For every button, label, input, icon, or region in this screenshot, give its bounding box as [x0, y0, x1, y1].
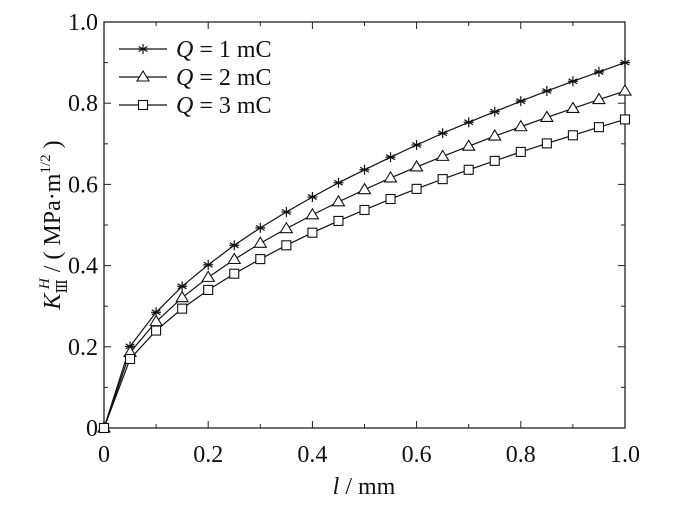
triangle-marker: [618, 83, 632, 96]
square-marker: [463, 164, 474, 175]
triangle-marker: [513, 119, 528, 132]
y-tick-label: 0.6: [68, 172, 98, 198]
x-tick-label: 0.4: [297, 442, 327, 468]
legend: Q = 1 mCQ = 2 mCQ = 3 mC: [119, 37, 272, 119]
square-marker: [593, 122, 605, 133]
y-tick-label: 0.2: [68, 335, 98, 361]
square-marker: [177, 303, 188, 314]
square-marker: [203, 284, 214, 296]
y-axis-label: KⅢH / ( MPa·m1/2 ): [37, 140, 71, 310]
triangle-marker: [539, 110, 554, 122]
x-axis-label: l / mm: [333, 474, 396, 500]
x-tick-label: 0: [98, 442, 110, 468]
square-marker: [229, 268, 240, 279]
square-marker: [489, 155, 500, 166]
legend-item: Q = 1 mC: [119, 37, 272, 63]
square-marker: [307, 227, 318, 238]
y-tick-label: 0: [86, 416, 98, 442]
legend-label: Q = 2 mC: [176, 65, 272, 91]
triangle-marker: [487, 129, 502, 141]
triangle-marker: [409, 159, 424, 172]
square-marker: [411, 183, 422, 194]
square-marker: [255, 254, 266, 265]
triangle-marker: [461, 139, 476, 151]
x-tick-label: 0.8: [506, 442, 536, 468]
series-triangle: [97, 83, 632, 433]
x-tick-label: 0.6: [402, 442, 432, 468]
square-marker: [333, 215, 344, 226]
triangle-marker: [435, 149, 450, 161]
square-marker: [385, 193, 396, 205]
legend-item: Q = 2 mC: [119, 65, 272, 91]
y-tick-label: 1.0: [68, 10, 98, 36]
triangle-marker: [227, 252, 242, 265]
triangle-marker: [201, 270, 216, 282]
square-marker: [151, 325, 162, 336]
y-tick-label: 0.4: [68, 254, 98, 280]
square-marker: [541, 138, 552, 149]
triangle-marker: [136, 69, 150, 82]
square-marker: [437, 174, 448, 185]
series-asterisk: [99, 57, 630, 433]
square-marker: [281, 240, 292, 251]
square-marker: [515, 146, 526, 157]
triangle-marker: [565, 101, 580, 114]
triangle-marker: [383, 170, 398, 183]
square-marker: [137, 99, 149, 111]
triangle-marker: [175, 290, 190, 303]
y-tick-label: 0.8: [68, 91, 98, 117]
legend-label: Q = 1 mC: [176, 37, 272, 63]
triangle-marker: [331, 194, 346, 207]
x-tick-label: 1.0: [610, 442, 640, 468]
triangle-marker: [591, 92, 606, 105]
series-square: [98, 114, 631, 434]
triangle-marker: [279, 221, 294, 234]
triangle-marker: [253, 236, 268, 248]
legend-item: Q = 3 mC: [119, 93, 272, 119]
x-tick-label: 0.2: [193, 442, 223, 468]
triangle-marker: [357, 182, 372, 195]
square-marker: [125, 353, 136, 365]
square-marker: [359, 204, 370, 216]
square-marker: [567, 130, 578, 141]
triangle-marker: [305, 207, 320, 220]
square-marker: [619, 114, 631, 125]
square-marker: [98, 422, 110, 434]
legend-label: Q = 3 mC: [176, 93, 272, 119]
